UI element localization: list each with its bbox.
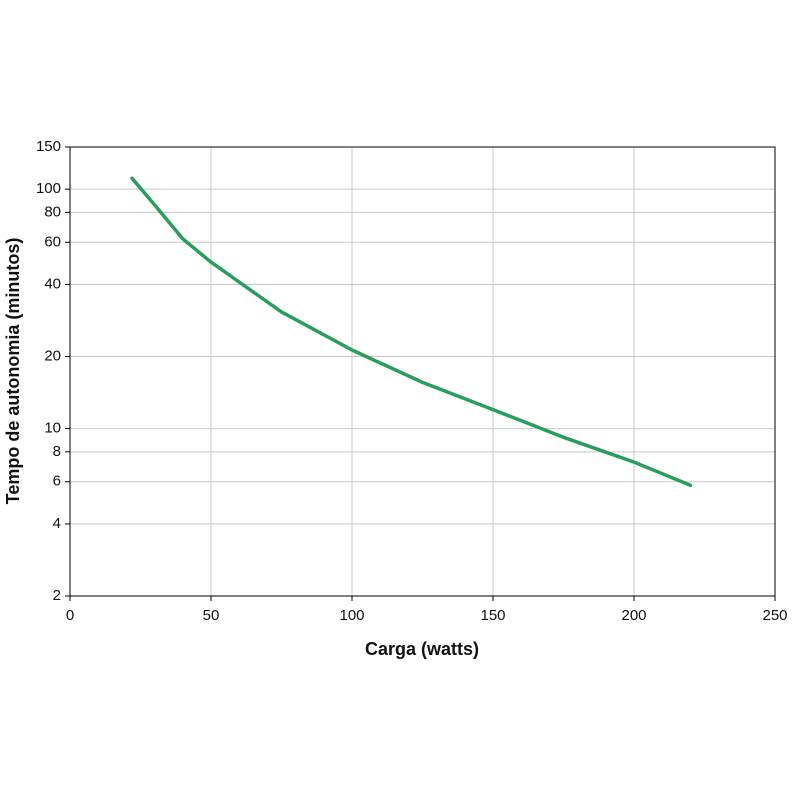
x-tick-label: 50 bbox=[203, 607, 220, 624]
y-tick-label: 4 bbox=[53, 515, 61, 532]
data-line bbox=[130, 176, 693, 488]
x-tick-label: 250 bbox=[762, 607, 787, 624]
x-tick-label: 150 bbox=[480, 607, 505, 624]
x-axis-title: Carga (watts) bbox=[365, 639, 479, 659]
x-tick-label: 200 bbox=[621, 607, 646, 624]
y-tick-label: 10 bbox=[44, 420, 61, 437]
x-tick-label: 0 bbox=[66, 607, 74, 624]
y-tick-label: 20 bbox=[44, 348, 61, 365]
x-tick-label: 100 bbox=[339, 607, 364, 624]
y-tick-label: 8 bbox=[53, 443, 61, 460]
y-tick-label: 2 bbox=[53, 587, 61, 604]
y-axis-title: Tempo de autonomia (minutos) bbox=[3, 238, 23, 505]
y-tick-label: 60 bbox=[44, 233, 61, 250]
y-tick-label: 6 bbox=[53, 473, 61, 490]
y-tick-label: 150 bbox=[36, 138, 61, 155]
y-tick-label: 40 bbox=[44, 275, 61, 292]
y-tick-label: 80 bbox=[44, 203, 61, 220]
plot-frame bbox=[69, 146, 776, 597]
y-tick-label: 100 bbox=[36, 180, 61, 197]
